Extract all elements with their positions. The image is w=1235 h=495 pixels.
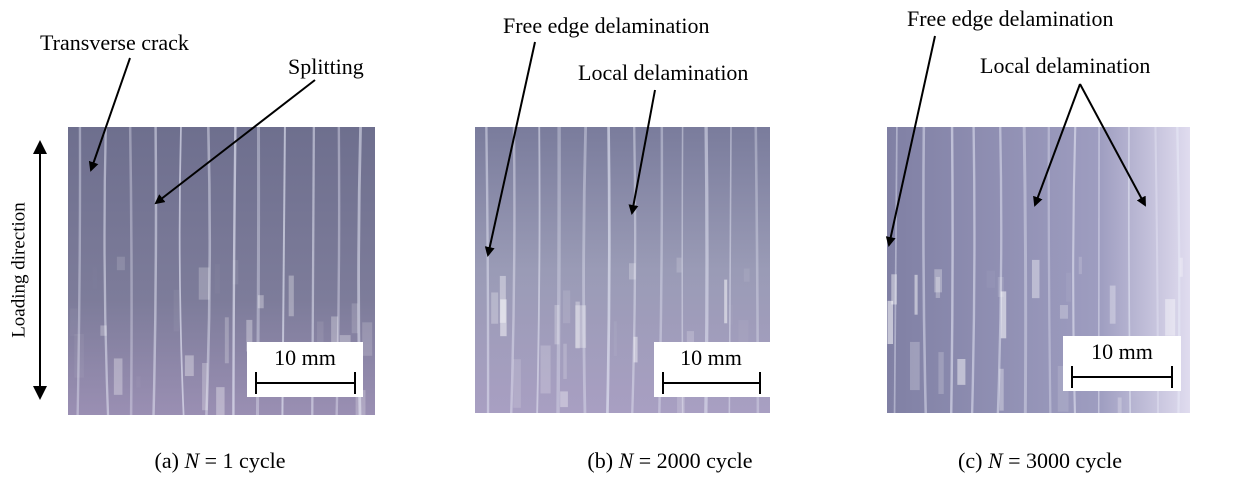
annotation: Local delamination <box>980 53 1150 78</box>
texture <box>114 358 123 394</box>
caption-prefix: (b) <box>587 448 618 473</box>
texture <box>289 276 294 317</box>
texture <box>100 325 106 335</box>
texture <box>915 275 918 315</box>
texture <box>951 127 952 413</box>
photos <box>68 127 1190 430</box>
texture <box>500 299 506 336</box>
texture <box>558 127 559 413</box>
caption-variable: N <box>183 448 200 473</box>
texture <box>728 305 733 325</box>
texture <box>117 257 125 270</box>
texture <box>93 266 97 288</box>
texture <box>744 268 750 281</box>
texture <box>999 369 1003 411</box>
caption-variable: N <box>618 448 635 473</box>
texture <box>563 344 567 379</box>
texture <box>634 337 638 363</box>
texture <box>998 277 1004 297</box>
texture <box>1118 397 1122 426</box>
texture <box>491 292 498 323</box>
texture <box>614 321 617 356</box>
scale-bar: 10 mm <box>1063 336 1181 391</box>
texture <box>575 305 586 348</box>
caption-suffix: = 3000 cycle <box>1003 448 1122 473</box>
annotation: Free edge delamination <box>907 6 1113 31</box>
scale-label: 10 mm <box>680 345 742 370</box>
texture <box>891 274 897 304</box>
caption-suffix: = 2000 cycle <box>633 448 752 473</box>
texture <box>225 317 229 363</box>
scale-label: 10 mm <box>274 345 336 370</box>
caption-suffix: = 1 cycle <box>199 448 285 473</box>
texture <box>199 267 210 299</box>
scale-bar: 10 mm <box>247 342 363 397</box>
texture <box>1001 291 1006 338</box>
texture <box>105 371 115 392</box>
texture <box>233 260 239 284</box>
texture <box>513 359 521 408</box>
caption-prefix: (c) <box>958 448 988 473</box>
texture <box>677 258 682 273</box>
texture <box>888 301 894 344</box>
texture <box>1060 305 1068 319</box>
texture <box>130 127 131 415</box>
texture <box>216 387 224 415</box>
texture <box>1032 260 1040 298</box>
texture <box>70 308 78 336</box>
texture <box>258 295 264 308</box>
texture <box>136 376 140 387</box>
texture <box>938 352 943 394</box>
texture <box>934 269 942 292</box>
caption: (b) N = 2000 cycle <box>587 448 752 473</box>
texture <box>317 322 324 343</box>
texture <box>560 391 568 407</box>
texture <box>629 263 636 279</box>
texture <box>724 280 727 324</box>
texture <box>1024 127 1026 413</box>
texture <box>215 264 220 294</box>
texture <box>1066 273 1071 302</box>
axis-label: Loading direction <box>8 202 29 338</box>
texture <box>563 290 570 323</box>
scale-bar: 10 mm <box>654 342 770 397</box>
texture <box>642 350 649 364</box>
texture <box>541 345 551 393</box>
texture <box>987 271 995 288</box>
annotation: Local delamination <box>578 60 748 85</box>
texture <box>1180 258 1183 277</box>
caption-prefix: (a) <box>155 448 185 473</box>
texture <box>362 322 372 355</box>
texture <box>352 303 359 333</box>
caption: (c) N = 3000 cycle <box>958 448 1122 473</box>
texture <box>957 359 965 385</box>
texture <box>202 363 208 410</box>
caption-variable: N <box>987 448 1004 473</box>
texture <box>185 355 194 376</box>
caption: (a) N = 1 cycle <box>155 448 286 473</box>
figure: Loading direction Transverse crack Split… <box>0 0 1235 490</box>
texture <box>1079 257 1082 274</box>
texture <box>555 305 560 344</box>
annotation: Free edge delamination <box>503 13 709 38</box>
scale-label: 10 mm <box>1091 339 1153 364</box>
texture <box>910 342 920 390</box>
texture <box>1165 299 1175 336</box>
texture <box>1110 286 1116 324</box>
annotation: Splitting <box>288 54 364 79</box>
texture <box>74 334 84 378</box>
annotation: Transverse crack <box>40 30 189 55</box>
texture <box>174 290 179 332</box>
